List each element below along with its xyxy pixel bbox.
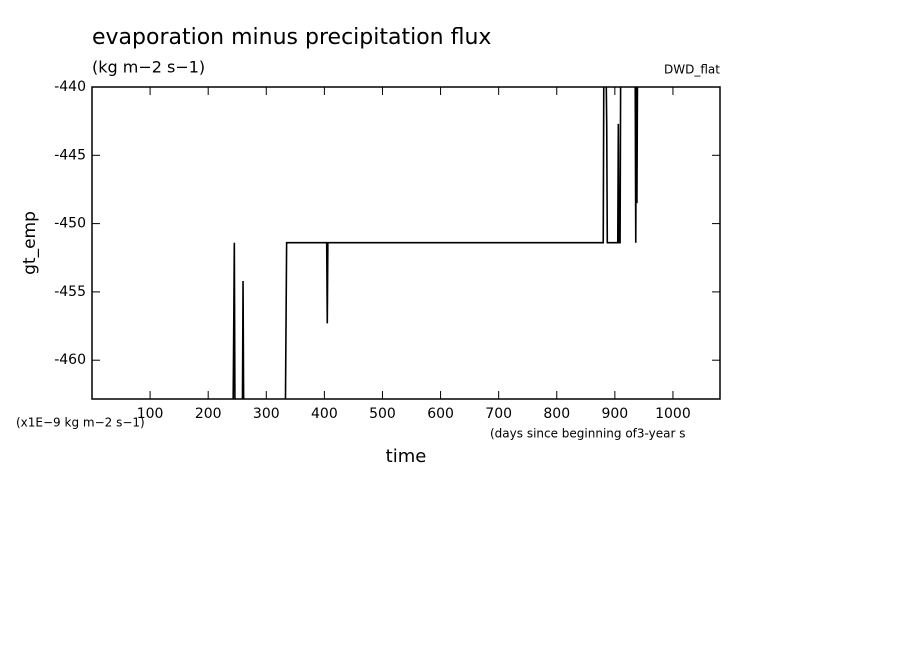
x-units-note: (days since beginning of3-year s xyxy=(490,427,686,441)
y-tick-label: -460 xyxy=(54,352,86,368)
x-tick-label: 400 xyxy=(311,406,338,422)
chart-subtitle: (kg m−2 s−1) xyxy=(92,58,205,77)
y-axis-title: gt_emp xyxy=(20,211,40,275)
x-tick-label: 1000 xyxy=(655,406,691,422)
y-tick-label: -440 xyxy=(54,79,86,95)
x-tick-label: 800 xyxy=(543,406,570,422)
y-units-note: (x1E−9 kg m−2 s−1) xyxy=(16,416,145,430)
chart-title: evaporation minus precipitation flux xyxy=(92,25,491,50)
dataset-label: DWD_flat xyxy=(664,63,720,77)
y-tick-label: -445 xyxy=(54,147,86,163)
plot-frame xyxy=(91,86,721,400)
x-tick-label: 600 xyxy=(427,406,454,422)
y-tick-label: -455 xyxy=(54,284,86,300)
x-tick-label: 300 xyxy=(253,406,280,422)
x-tick-label: 700 xyxy=(485,406,512,422)
x-tick-label: 100 xyxy=(137,406,164,422)
y-tick-label: -450 xyxy=(54,216,86,232)
x-tick-label: 200 xyxy=(195,406,222,422)
x-tick-label: 900 xyxy=(601,406,628,422)
x-axis-title: time xyxy=(386,446,427,467)
x-tick-label: 500 xyxy=(369,406,396,422)
line-series xyxy=(232,87,639,399)
